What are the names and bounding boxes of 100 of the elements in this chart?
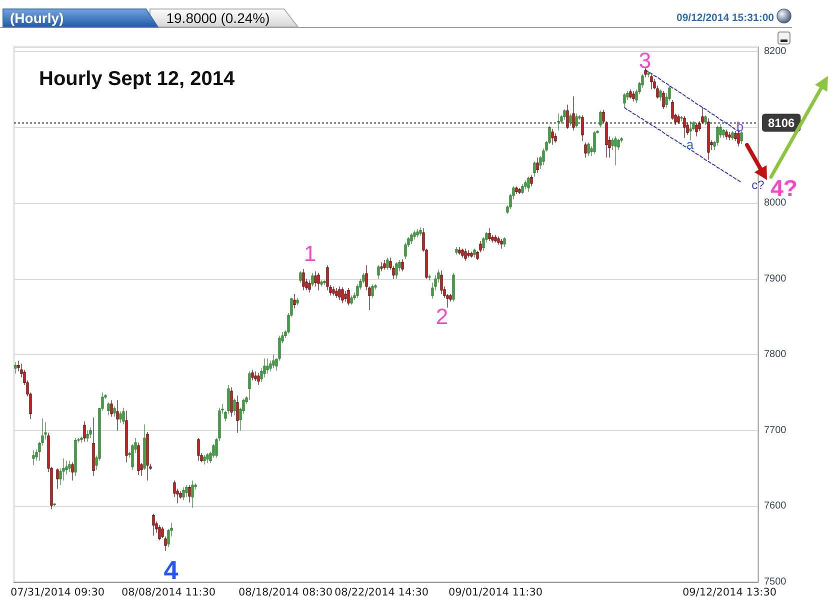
candlestick [581,114,584,142]
candlestick [89,427,92,438]
candlestick [125,410,128,463]
candlestick [536,157,539,174]
candlestick [503,236,506,248]
candlestick [584,142,587,158]
candlestick [521,184,524,194]
candlestick [551,128,554,146]
candlestick [401,258,404,272]
candlestick [86,430,89,442]
candlestick [572,96,575,131]
candlestick [68,460,71,472]
y-tick-label: 7900 [764,273,787,284]
candlestick [32,450,35,466]
candlestick [158,524,161,541]
candlestick [185,484,188,498]
y-tick-label: 8200 [764,46,787,58]
candlestick [350,295,353,305]
candlestick [728,132,731,141]
candlestick [206,452,209,464]
candlestick [92,417,95,476]
candlestick [377,264,380,280]
candlestick [410,233,413,244]
candlestick [53,502,56,507]
candlestick [470,251,473,258]
candlestick [146,432,149,481]
candlestick [116,400,119,431]
annotation: 2 [436,304,448,328]
candlestick [704,114,707,126]
candlestick [500,238,503,249]
annotation: a [686,136,694,152]
candlestick [737,130,740,147]
candlestick [563,108,566,120]
candlestick [113,406,116,418]
candlestick [722,128,725,138]
candlestick [440,270,443,294]
candlestick [191,480,194,508]
candlestick [395,262,398,280]
candlestick [71,462,74,481]
candlestick [707,118,710,160]
y-tick-label: 7800 [764,349,787,360]
candlestick [14,362,17,374]
candlestick [515,186,518,194]
candlestick [524,180,527,190]
candlestick [461,248,464,258]
x-tick-label: 08/22/2014 14:30 [334,586,429,598]
candlestick [533,161,536,177]
y-tick-label: 8000 [764,198,787,209]
candlestick [299,271,302,283]
candlestick [518,188,521,194]
candlestick [236,395,239,434]
candlestick [554,133,557,143]
line-series [624,107,742,184]
text: (Hourly) [10,10,64,26]
line-series [645,69,742,134]
candlestick [233,398,236,416]
candlestick [659,89,662,102]
candlestick [179,490,182,499]
candlestick [197,438,200,462]
candlestick [83,421,86,442]
candlestick [731,130,734,141]
candlestick [599,110,602,128]
candlestick [380,262,383,272]
candlestick [122,407,125,425]
candlestick [314,271,317,287]
candlestick [203,454,206,465]
candlestick [383,260,386,270]
candlestick [452,272,455,302]
candlestick [308,280,311,293]
candlestick [107,402,110,416]
candlestick [317,272,320,291]
candlestick [257,372,260,386]
candlestick [473,248,476,258]
candlestick [332,286,335,296]
text: Hourly Sept 12, 2014 [39,68,236,90]
candlestick [293,294,296,309]
candlestick [614,136,617,166]
candlestick [347,288,350,306]
candlestick [416,228,419,238]
candlestick [296,298,299,306]
candlestick [266,358,269,374]
candlestick [458,246,461,255]
candlestick [587,142,590,156]
candlestick [647,70,650,78]
candlestick [335,288,338,298]
candlestick [623,92,626,108]
candlestick [413,230,416,240]
y-tick-label: 7700 [764,424,787,436]
candlestick [716,126,719,146]
candlestick [494,234,497,243]
candlestick [575,113,578,128]
candlestick [662,90,665,110]
candlestick [110,400,113,418]
y-tick-label: 7600 [764,500,787,512]
candlestick [119,411,122,424]
x-tick-label: 08/08/2014 11:30 [121,586,216,598]
candlestick [272,354,275,369]
candlestick [230,386,233,418]
candlestick [182,486,185,500]
x-tick-label: 08/18/2014 08:30 [238,586,333,598]
